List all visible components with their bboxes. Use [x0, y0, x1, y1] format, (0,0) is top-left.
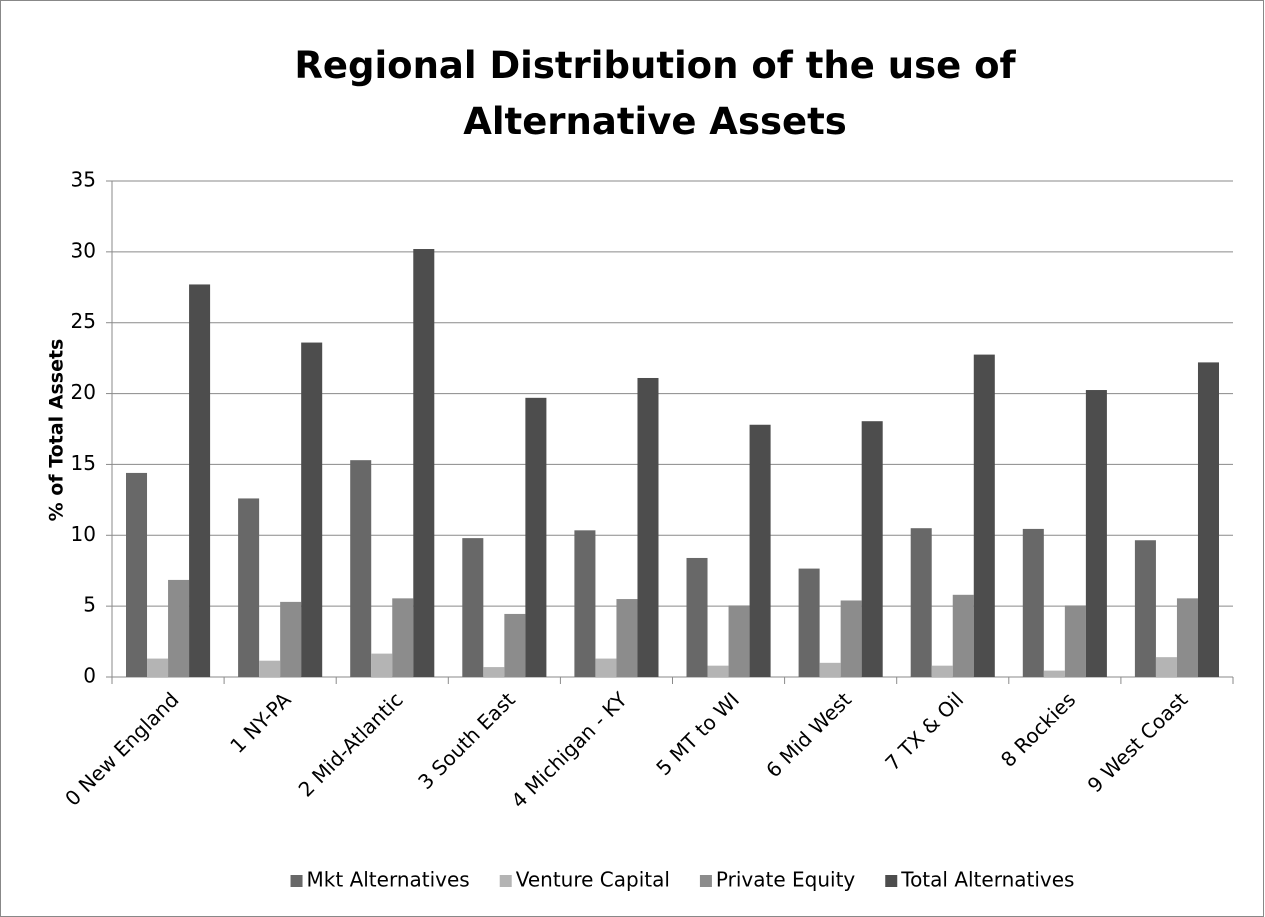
legend-label: Total Alternatives [900, 868, 1074, 892]
bar [707, 665, 729, 677]
bar [1134, 540, 1156, 677]
bar [371, 653, 393, 677]
x-tick-label: 0 New England [60, 687, 183, 810]
x-tick-label: 9 West Coast [1083, 687, 1193, 797]
y-tick-label: 10 [71, 522, 96, 546]
y-tick-label: 20 [71, 380, 96, 404]
legend-swatch [885, 875, 898, 887]
bar [798, 568, 820, 677]
bar [728, 605, 750, 677]
y-tick-label: 0 [83, 664, 96, 688]
legend-label: Venture Capital [516, 868, 670, 892]
bar [168, 579, 190, 677]
bar [259, 660, 281, 677]
y-axis-label: % of Total Assets [46, 339, 68, 522]
bar [462, 538, 484, 677]
bar [413, 249, 435, 677]
bar [861, 421, 883, 677]
bar [1197, 362, 1219, 677]
bar [1155, 657, 1177, 677]
bar [280, 601, 302, 677]
x-tick-label: 8 Rockies [996, 687, 1080, 771]
legend-swatch [499, 875, 512, 887]
bar [504, 613, 526, 677]
bar [392, 598, 414, 677]
bar [616, 599, 638, 677]
bar [147, 658, 169, 677]
bar [637, 377, 659, 677]
x-tick-label: 5 MT to WI [651, 687, 744, 780]
bar [126, 472, 148, 677]
bar [840, 600, 862, 677]
bar [1064, 605, 1086, 677]
bar [686, 557, 708, 677]
bar [301, 342, 323, 677]
bar [1085, 390, 1107, 677]
y-tick-label: 25 [71, 309, 96, 333]
x-tick-label: 3 South East [413, 687, 520, 794]
bar [952, 594, 974, 677]
bar [1043, 670, 1065, 677]
y-tick-label: 35 [71, 168, 96, 192]
y-tick-label: 30 [71, 238, 96, 262]
x-tick-label: 4 Michigan - KY [506, 687, 632, 813]
bar [595, 658, 617, 677]
bar [910, 528, 932, 677]
y-tick-label: 5 [83, 593, 96, 617]
bar [574, 530, 596, 677]
bar [973, 354, 995, 677]
x-tick-label: 6 Mid West [761, 687, 856, 782]
bar [483, 667, 505, 677]
x-tick-label: 2 Mid-Atlantic [294, 687, 408, 801]
bar [525, 397, 547, 677]
bar [238, 498, 260, 677]
bar [749, 424, 771, 677]
chart-title: Regional Distribution of the use of Alte… [294, 44, 1016, 143]
bar [931, 665, 953, 677]
legend-swatch [290, 875, 303, 887]
bar [189, 284, 211, 677]
x-tick-label: 7 TX & Oil [880, 687, 968, 775]
legend-label: Mkt Alternatives [307, 868, 470, 892]
legend-label: Private Equity [716, 868, 855, 892]
y-tick-label: 15 [71, 451, 96, 475]
bar [819, 662, 841, 677]
x-tick-label: 1 NY-PA [225, 687, 296, 758]
bar [1022, 528, 1044, 677]
bar [350, 460, 372, 677]
legend-swatch [699, 875, 712, 887]
bar [1176, 598, 1198, 677]
